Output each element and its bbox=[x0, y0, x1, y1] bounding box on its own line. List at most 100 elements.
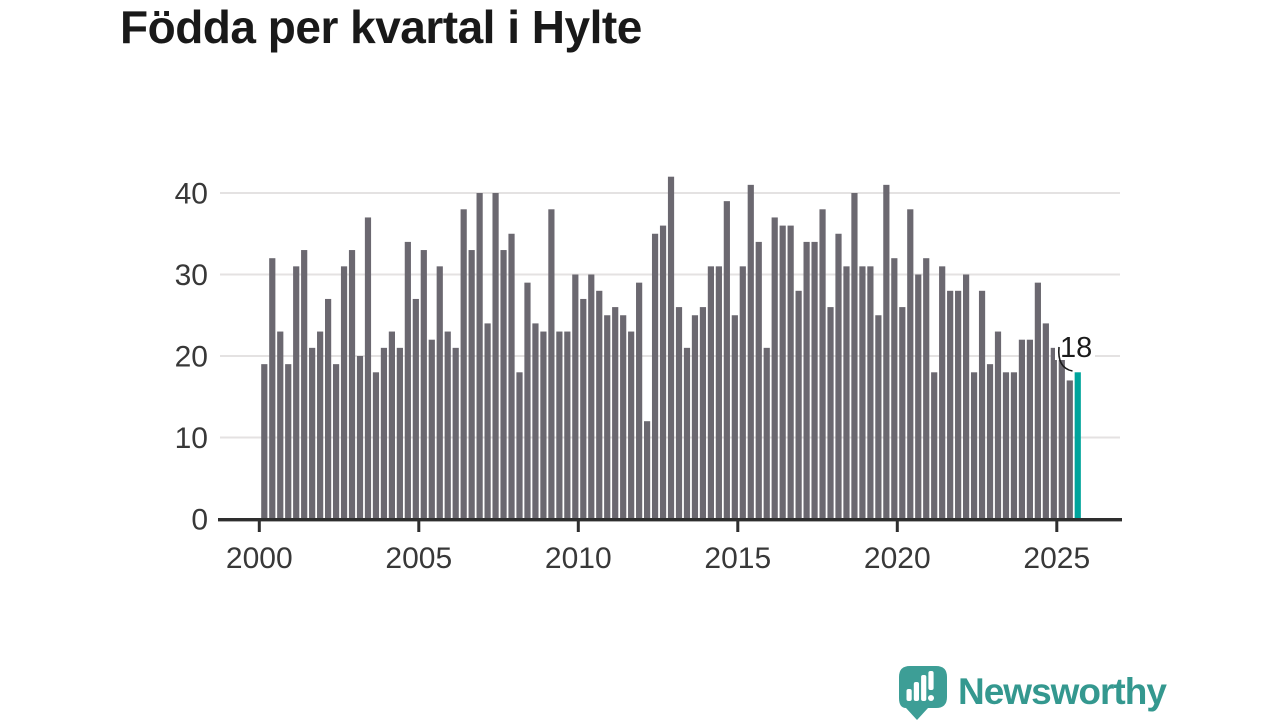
bar-2024Q1 bbox=[1026, 339, 1033, 519]
bar-2012Q2 bbox=[651, 233, 659, 519]
bar-2017Q1 bbox=[803, 241, 810, 519]
bar-2016Q1 bbox=[771, 217, 778, 519]
bar-2023Q3 bbox=[1010, 372, 1018, 519]
bar-2012Q1 bbox=[644, 421, 651, 519]
y-tick-label-10: 10 bbox=[175, 422, 208, 455]
latest-value-annotation: 18 bbox=[1055, 332, 1095, 372]
bar-2013Q1 bbox=[675, 307, 683, 519]
bar-2017Q3 bbox=[819, 209, 826, 520]
bar-2011Q2 bbox=[620, 315, 627, 519]
bar-2025Q3-highlighted bbox=[1074, 372, 1081, 519]
chart-title: Födda per kvartal i Hylte bbox=[120, 1, 642, 53]
bar-2000Q3 bbox=[277, 331, 284, 519]
bar-2004Q3 bbox=[404, 241, 411, 519]
bar-2003Q4 bbox=[380, 347, 388, 519]
bar-2014Q4 bbox=[731, 315, 738, 519]
bar-2008Q2 bbox=[524, 282, 531, 519]
bar-2001Q3 bbox=[309, 347, 316, 519]
bar-2022Q2 bbox=[970, 372, 978, 519]
bar-2006Q2 bbox=[460, 209, 467, 520]
bar-2008Q4 bbox=[540, 331, 547, 519]
logo-exclamation-dot bbox=[928, 695, 934, 701]
bar-2001Q4 bbox=[317, 331, 324, 519]
bar-2005Q1 bbox=[420, 250, 427, 520]
bar-2007Q4 bbox=[508, 233, 515, 519]
bar-2011Q1 bbox=[612, 307, 619, 519]
bar-2020Q1 bbox=[899, 307, 906, 519]
bar-2008Q1 bbox=[516, 372, 523, 519]
bar-2012Q3 bbox=[659, 225, 667, 519]
y-tick-label-30: 30 bbox=[175, 259, 208, 292]
bar-2006Q4 bbox=[476, 193, 483, 519]
bar-2015Q4 bbox=[763, 347, 770, 519]
bar-2015Q1 bbox=[739, 266, 746, 519]
bar-2019Q3 bbox=[883, 184, 890, 519]
bar-2017Q4 bbox=[827, 307, 834, 519]
bar-2000Q1 bbox=[261, 364, 268, 519]
bar-2020Q4 bbox=[923, 258, 930, 519]
newsworthy-logo-text: Newsworthy bbox=[958, 671, 1167, 712]
bar-2021Q4 bbox=[955, 290, 962, 519]
bar-2007Q1 bbox=[484, 323, 491, 519]
bar-2009Q1 bbox=[548, 209, 555, 520]
bar-2002Q4 bbox=[348, 250, 356, 520]
bar-2001Q1 bbox=[293, 266, 300, 519]
bar-2006Q3 bbox=[468, 250, 475, 520]
bar-2011Q3 bbox=[628, 331, 635, 519]
x-tick-label-2020: 2020 bbox=[864, 542, 931, 575]
bar-2022Q4 bbox=[986, 364, 994, 519]
bar-2023Q1 bbox=[994, 331, 1002, 519]
bar-2016Q4 bbox=[795, 290, 802, 519]
logo-bar-1 bbox=[906, 689, 912, 701]
y-tick-label-0: 0 bbox=[191, 504, 208, 537]
bar-2002Q3 bbox=[340, 266, 348, 519]
bar-2007Q2 bbox=[492, 193, 499, 519]
bar-2002Q1 bbox=[325, 298, 332, 519]
bar-2024Q2 bbox=[1034, 282, 1041, 519]
bar-2004Q2 bbox=[396, 347, 403, 519]
newsworthy-logo: Newsworthy bbox=[899, 666, 1168, 720]
bar-2024Q3 bbox=[1042, 323, 1049, 519]
plot-area: 0 10 20 30 40 2000 2005 2010 2015 2020 2025 bbox=[175, 176, 1122, 575]
bar-2009Q3 bbox=[564, 331, 571, 519]
bar-2017Q2 bbox=[811, 241, 818, 519]
bar-2018Q3 bbox=[851, 193, 858, 519]
x-tick-label-2015: 2015 bbox=[704, 542, 771, 575]
newsworthy-logo-icon bbox=[899, 666, 947, 720]
bar-2003Q3 bbox=[372, 372, 380, 519]
bar-2021Q2 bbox=[939, 266, 946, 519]
bar-2007Q3 bbox=[500, 250, 507, 520]
bar-2023Q2 bbox=[1002, 372, 1010, 519]
bar-2000Q2 bbox=[269, 258, 276, 519]
bar-2012Q4 bbox=[667, 176, 675, 519]
bar-2009Q2 bbox=[556, 331, 563, 519]
bar-2015Q3 bbox=[755, 241, 762, 519]
bar-2024Q4 bbox=[1050, 347, 1057, 519]
bar-2019Q2 bbox=[875, 315, 882, 519]
bar-2010Q1 bbox=[580, 298, 587, 519]
bar-2000Q4 bbox=[285, 364, 292, 519]
bar-2018Q2 bbox=[843, 266, 850, 519]
bar-2011Q4 bbox=[636, 282, 643, 519]
bar-2014Q2 bbox=[715, 266, 722, 519]
bar-2013Q3 bbox=[691, 315, 699, 519]
annotation-pointer-line bbox=[1057, 346, 1073, 372]
bar-2023Q4 bbox=[1018, 339, 1026, 519]
bar-2019Q4 bbox=[891, 258, 898, 519]
bar-2006Q1 bbox=[452, 347, 459, 519]
bar-2003Q2 bbox=[364, 217, 372, 519]
bar-2008Q3 bbox=[532, 323, 539, 519]
bar-2010Q3 bbox=[596, 290, 603, 519]
bar-2005Q4 bbox=[444, 331, 451, 519]
annotation-backing bbox=[1055, 333, 1095, 360]
bar-2010Q2 bbox=[588, 274, 595, 519]
logo-bar-2 bbox=[913, 682, 919, 701]
annotation-label: 18 bbox=[1060, 332, 1092, 364]
bar-2016Q2 bbox=[779, 225, 786, 519]
bar-2021Q1 bbox=[931, 372, 938, 519]
bar-2002Q2 bbox=[332, 364, 340, 519]
bar-2010Q4 bbox=[604, 315, 611, 519]
y-tick-label-20: 20 bbox=[175, 341, 208, 374]
x-tick-label-2000: 2000 bbox=[226, 542, 293, 575]
